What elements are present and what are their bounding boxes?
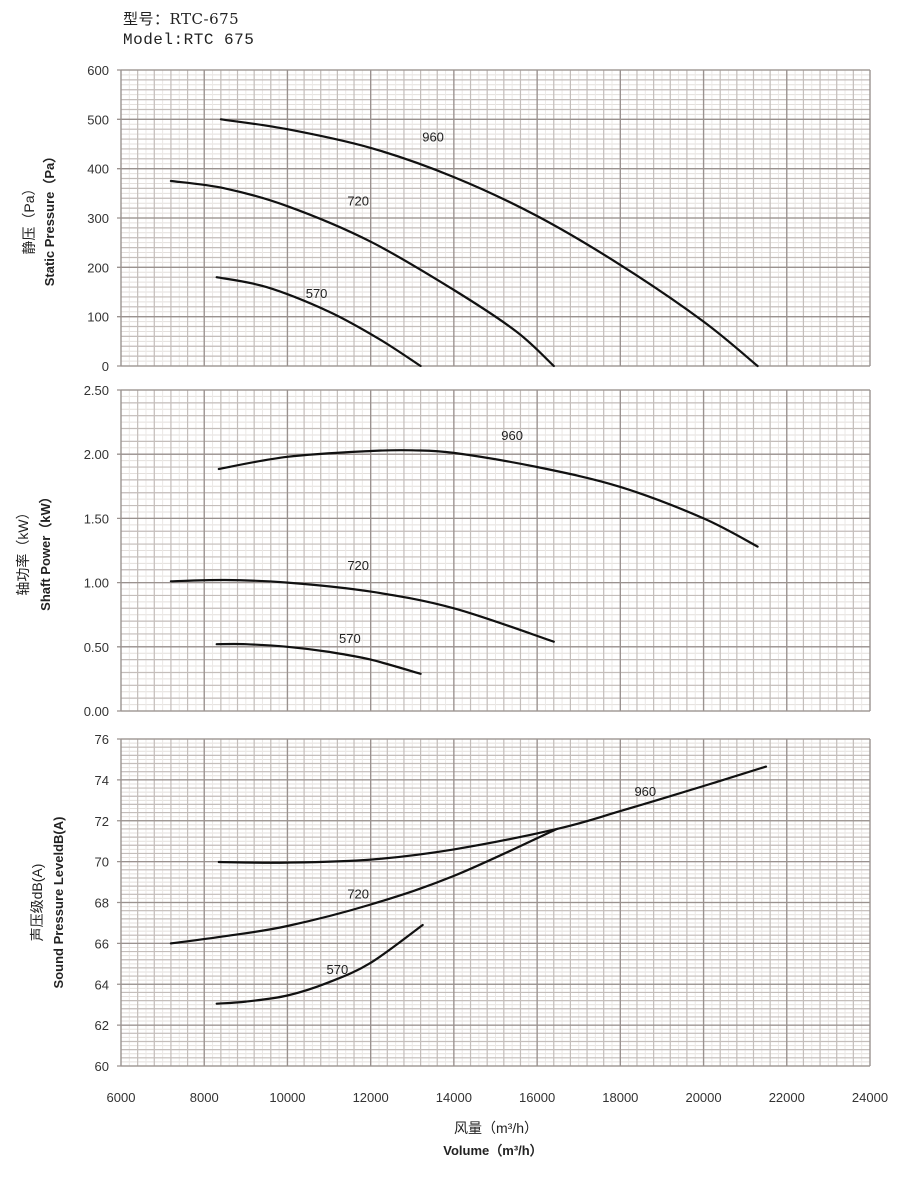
shaft-power-chart: 0.00 0.50 1.00 1.50 2.00 2.50 轴功率（kW） Shaft Pow…: [15, 383, 871, 719]
sound-pressure-chart: 60 62 64 66 68 70 72 74 76 6000 8000 10000 12000 1400…: [29, 732, 888, 1105]
x-tick-label: 10000: [269, 1090, 305, 1105]
y-axis-label-en: Shaft Power（kW）: [38, 490, 53, 611]
curve-label-570: 570: [339, 631, 361, 646]
y-tick-label: 0.50: [84, 640, 109, 655]
x-tick-label: 18000: [602, 1090, 638, 1105]
y-axis-label-cn: 静压（Pa）: [21, 181, 37, 254]
series-line-570: [215, 642, 422, 675]
curve-label-570: 570: [327, 962, 349, 977]
model-title-cn: 型号：RTC-675: [123, 10, 240, 28]
y-tick-label: 62: [95, 1018, 109, 1033]
x-tick-label: 20000: [685, 1090, 721, 1105]
static-pressure-chart: 0 100 200 300 400 500 600 静压（Pa） Static Pressure…: [21, 63, 871, 374]
y-tick-label: 74: [95, 773, 109, 788]
series-line-720: [169, 179, 555, 368]
x-tick-label: 14000: [436, 1090, 472, 1105]
y-tick-label: 300: [87, 211, 109, 226]
y-axis-label-en: Static Pressure（Pa）: [42, 150, 57, 287]
y-tick-label: 200: [87, 260, 109, 275]
x-tick-label: 12000: [353, 1090, 389, 1105]
y-tick-label: 72: [95, 814, 109, 829]
x-tick-label: 22000: [769, 1090, 805, 1105]
y-tick-label: 68: [95, 896, 109, 911]
y-tick-label: 0.00: [84, 704, 109, 719]
x-tick-label: 16000: [519, 1090, 555, 1105]
y-axis-label-en: Sound Pressure LeveldB(A): [51, 817, 66, 989]
curve-label-720: 720: [347, 194, 369, 209]
series-line-570: [215, 923, 424, 1005]
y-tick-label: 600: [87, 63, 109, 78]
y-tick-label: 66: [95, 936, 109, 951]
curve-label-960: 960: [634, 784, 656, 799]
y-tick-label: 2.50: [84, 383, 109, 398]
y-tick-label: 70: [95, 855, 109, 870]
model-title-en: Model:RTC 675: [123, 31, 255, 49]
y-axis-label-cn: 声压级dB(A): [29, 864, 45, 942]
y-tick-label: 1.50: [84, 511, 109, 526]
y-tick-label: 0: [102, 359, 109, 374]
y-tick-label: 76: [95, 732, 109, 747]
curve-label-960: 960: [501, 428, 523, 443]
series-line-720: [169, 578, 555, 643]
y-tick-label: 400: [87, 162, 109, 177]
series-line-960: [217, 448, 759, 548]
x-axis-label-en: Volume（m³/h）: [443, 1143, 542, 1158]
curve-label-720: 720: [347, 558, 369, 573]
x-tick-label: 8000: [190, 1090, 219, 1105]
y-tick-label: 1.00: [84, 576, 109, 591]
y-tick-label: 64: [95, 977, 109, 992]
series-line-720: [169, 827, 559, 945]
curve-label-570: 570: [306, 286, 328, 301]
x-axis-label-cn: 风量（m³/h）: [454, 1120, 538, 1136]
y-tick-label: 100: [87, 310, 109, 325]
y-axis-label-cn: 轴功率（kW）: [15, 505, 31, 595]
y-tick-label: 500: [87, 112, 109, 127]
y-tick-label: 2.00: [84, 447, 109, 462]
y-tick-label: 60: [95, 1059, 109, 1074]
series-line-960: [217, 765, 768, 864]
x-tick-label: 24000: [852, 1090, 888, 1105]
curve-label-720: 720: [347, 886, 369, 901]
series-line-960: [219, 118, 759, 368]
series-line-570: [215, 276, 422, 368]
x-tick-label: 6000: [107, 1090, 136, 1105]
curve-label-960: 960: [422, 130, 444, 145]
